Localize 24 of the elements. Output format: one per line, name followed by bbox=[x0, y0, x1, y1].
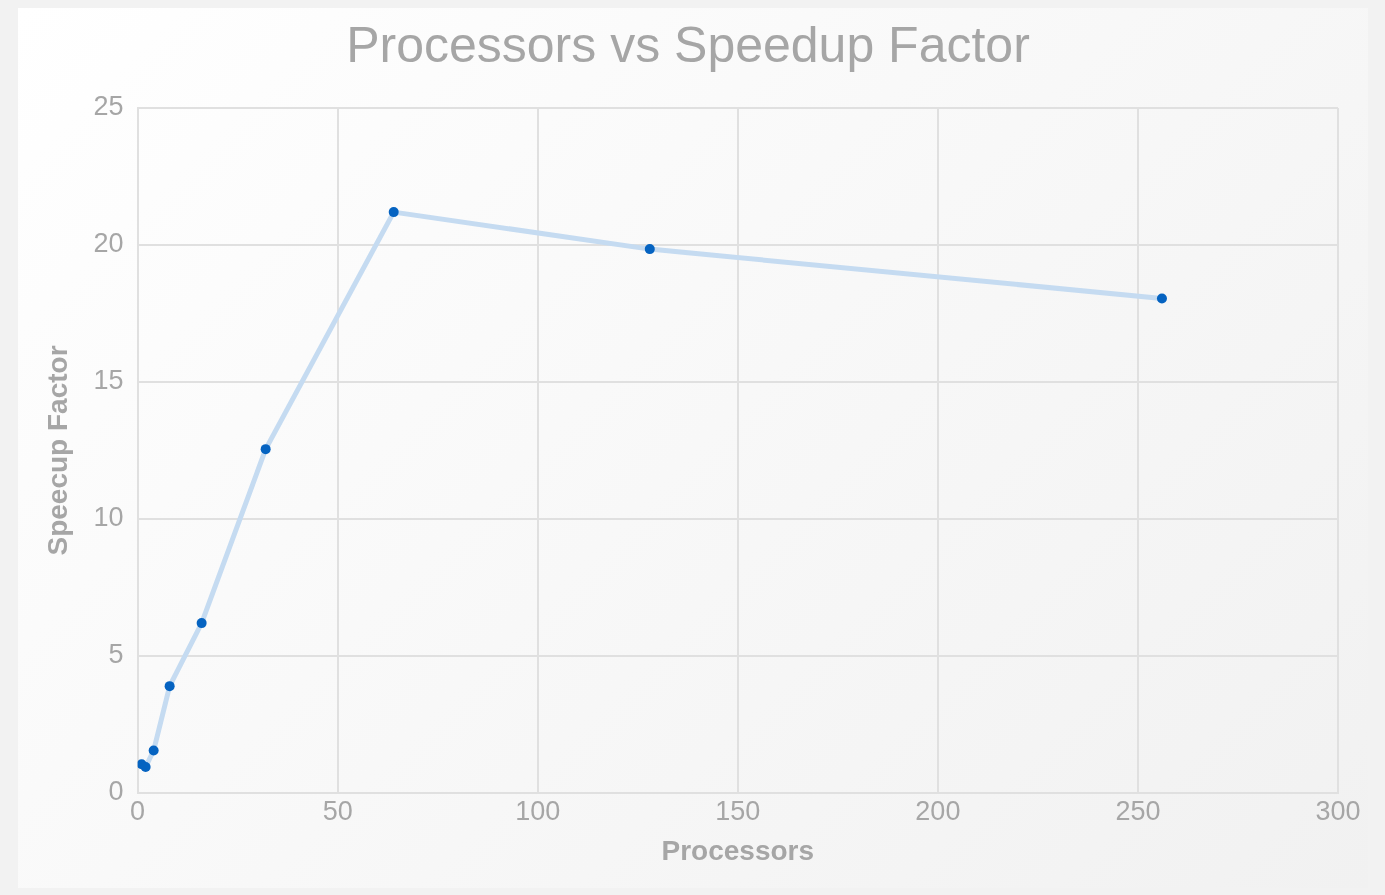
point bbox=[148, 745, 159, 756]
y-tick-label: 20 bbox=[93, 228, 124, 259]
x-tick-label: 250 bbox=[1115, 795, 1161, 826]
x-tick-label: 150 bbox=[715, 795, 761, 826]
x-tick-label: 50 bbox=[322, 795, 353, 826]
point bbox=[388, 207, 399, 218]
x-tick-label: 300 bbox=[1315, 795, 1361, 826]
point bbox=[1156, 293, 1167, 304]
y-tick-label: 5 bbox=[108, 639, 124, 670]
point bbox=[164, 681, 175, 692]
y-tick-label: 0 bbox=[108, 776, 124, 807]
point bbox=[260, 444, 271, 455]
x-tick-label: 200 bbox=[915, 795, 961, 826]
chart-title: Processors vs Speedup Factor bbox=[346, 16, 1030, 73]
x-axis-title: Processors bbox=[661, 834, 815, 866]
x-tick-label: 0 bbox=[130, 795, 146, 826]
y-axis-title: Speecup Factor bbox=[41, 345, 73, 556]
y-tick-label: 15 bbox=[93, 365, 124, 396]
y-tick-label: 25 bbox=[93, 91, 124, 122]
point bbox=[140, 761, 151, 772]
y-tick-label: 10 bbox=[93, 502, 124, 533]
x-tick-label: 100 bbox=[515, 795, 561, 826]
point bbox=[196, 618, 207, 629]
point bbox=[644, 244, 655, 255]
